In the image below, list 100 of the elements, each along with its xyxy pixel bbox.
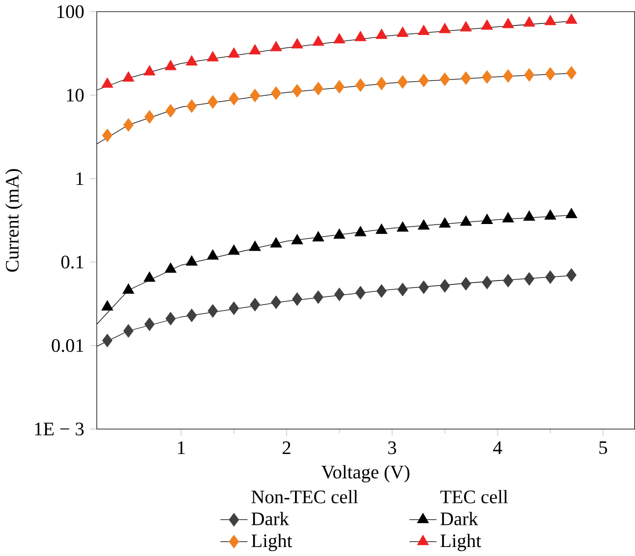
point — [354, 226, 366, 236]
point — [376, 224, 388, 234]
point — [270, 41, 282, 52]
point — [144, 318, 155, 332]
point — [418, 74, 429, 88]
text: TEC cell — [440, 490, 508, 504]
point — [398, 282, 408, 296]
point — [544, 210, 556, 220]
point — [460, 21, 472, 32]
point — [396, 26, 408, 37]
y-tick-label: 100 — [57, 5, 84, 18]
point — [334, 228, 346, 239]
point — [291, 234, 303, 244]
text: Non-TEC cell — [252, 490, 358, 504]
point — [313, 82, 324, 96]
point — [439, 218, 451, 228]
point — [102, 334, 112, 348]
point — [482, 276, 492, 290]
legend-label: Light — [440, 534, 482, 552]
y-tick-label: 10 — [67, 88, 84, 102]
point — [292, 292, 302, 306]
point — [334, 80, 344, 94]
point — [144, 65, 156, 76]
point — [355, 286, 366, 300]
point — [123, 118, 134, 132]
point — [545, 67, 556, 81]
point — [440, 279, 450, 293]
point — [122, 72, 134, 82]
point — [249, 44, 261, 54]
point — [312, 231, 324, 242]
point — [334, 33, 346, 44]
point — [250, 298, 260, 312]
x-tick-label: 4 — [493, 442, 502, 454]
point — [123, 324, 134, 338]
point — [186, 308, 197, 322]
legend-label: Light — [252, 534, 292, 552]
point — [460, 216, 472, 226]
point — [228, 48, 240, 58]
point — [460, 72, 472, 85]
x-tick-label: 3 — [388, 442, 396, 454]
point — [270, 237, 282, 248]
point — [482, 70, 492, 84]
x-tick-label: 5 — [599, 442, 608, 454]
point — [523, 210, 536, 221]
point — [166, 104, 176, 118]
point — [144, 272, 156, 282]
point — [102, 128, 112, 142]
point — [164, 60, 176, 70]
legend-label: Dark — [252, 512, 290, 526]
y-tick-label: 0.1 — [61, 256, 84, 269]
point — [354, 31, 366, 42]
x-tick-label: 1 — [178, 442, 185, 454]
point — [101, 78, 114, 88]
point — [122, 284, 134, 294]
point — [101, 300, 114, 311]
point — [312, 36, 324, 46]
point — [460, 277, 472, 291]
point — [440, 72, 450, 86]
point — [481, 20, 493, 30]
point — [206, 51, 219, 62]
y-axis-title: Current (mA) — [5, 169, 23, 272]
x-axis-title: Voltage (V) — [321, 465, 410, 483]
point — [544, 15, 556, 26]
point — [144, 110, 155, 124]
point — [566, 208, 578, 218]
point — [418, 280, 429, 294]
x-tick-label: 2 — [282, 442, 290, 454]
point — [566, 268, 576, 282]
point — [228, 92, 239, 106]
point — [270, 86, 282, 100]
point — [228, 244, 240, 255]
point — [376, 28, 388, 40]
point — [208, 304, 218, 318]
point — [376, 76, 387, 90]
point — [291, 38, 303, 49]
point — [502, 18, 514, 28]
point — [523, 16, 536, 27]
point — [164, 262, 176, 273]
point — [206, 250, 219, 260]
point — [249, 240, 261, 252]
point — [439, 23, 451, 34]
point — [524, 272, 534, 286]
y-tick-label: 0.01 — [52, 339, 84, 352]
point — [313, 290, 324, 304]
point — [270, 296, 282, 310]
point — [418, 220, 430, 230]
point — [481, 214, 493, 224]
point — [502, 212, 514, 222]
legend-label: Dark — [440, 512, 478, 526]
point — [503, 274, 514, 288]
point — [503, 69, 514, 83]
y-tick-label: 1E − 3 — [35, 422, 84, 436]
point — [398, 75, 408, 89]
point — [250, 88, 260, 102]
point — [524, 68, 534, 82]
point — [186, 55, 198, 66]
point — [228, 302, 239, 316]
point — [186, 100, 197, 113]
point — [186, 256, 198, 266]
point — [418, 24, 430, 36]
